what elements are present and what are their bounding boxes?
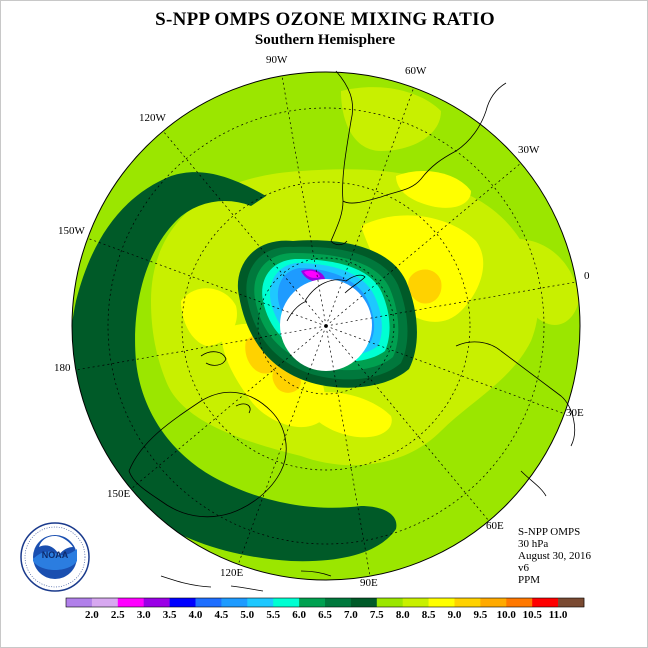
colorbar-cell	[506, 598, 533, 607]
colorbar-cell	[143, 598, 170, 607]
info-block: S-NPP OMPS 30 hPa August 30, 2016 v6 PPM	[518, 526, 591, 586]
colorbar-cell	[350, 598, 378, 607]
colorbar-cell	[376, 598, 403, 607]
colorbar-tick-label: 7.0	[344, 609, 358, 621]
field-zone-yellow	[396, 171, 471, 208]
info-units: PPM	[518, 574, 541, 586]
colorbar-frame	[65, 597, 585, 608]
colorbar-tick-label: 10.0	[497, 609, 517, 621]
field-zone-yellow-green	[341, 87, 441, 151]
field-zone-yellow	[361, 215, 484, 322]
colorbar-cell	[558, 598, 585, 607]
colorbar-tick-label: 3.0	[137, 609, 151, 621]
colorbar-tick-label: 9.0	[448, 609, 462, 621]
colorbar-labels: 2.0 2.5 3.0 3.5 4.0 4.5 5.0 5.5 6.0 6.5 7.0 7.5 8.0 8…	[85, 609, 568, 621]
lon-label-150e: 150E	[107, 488, 131, 500]
south-pole-marker	[324, 324, 328, 328]
colorbar-tick-label: 3.5	[163, 609, 177, 621]
info-instrument: S-NPP OMPS	[518, 526, 581, 538]
colorbar-tick-label: 9.5	[474, 609, 488, 621]
meridians	[75, 75, 577, 577]
colorbar-tick-label: 8.5	[422, 609, 436, 621]
colorbar-cells	[65, 597, 585, 608]
field-zone-yellow	[301, 392, 392, 438]
colorbar-cell	[169, 598, 196, 607]
lon-label-120e: 120E	[220, 567, 244, 579]
info-date: August 30, 2016	[518, 550, 592, 562]
info-version: v6	[518, 562, 529, 574]
colorbar-cell	[66, 598, 93, 607]
colorbar-tick-label: 6.0	[292, 609, 306, 621]
colorbar-tick-label: 2.5	[111, 609, 125, 621]
noaa-logo-text: NOAA	[42, 550, 69, 560]
info-level: 30 hPa	[518, 538, 549, 550]
colorbar-tick-label: 5.0	[240, 609, 254, 621]
colorbar-cell	[195, 598, 222, 607]
colorbar-tick-label: 11.0	[549, 609, 568, 621]
colorbar-tick-label: 8.0	[396, 609, 410, 621]
lon-label-60e: 60E	[486, 520, 504, 532]
colorbar-cell	[273, 598, 300, 607]
lon-label-180: 180	[54, 362, 71, 374]
colorbar-cell	[402, 598, 429, 607]
colorbar-cell	[428, 598, 455, 607]
page-title: S-NPP OMPS OZONE MIXING RATIO	[155, 9, 495, 30]
colorbar-tick-label: 2.0	[85, 609, 99, 621]
lon-label-90w: 90W	[266, 54, 288, 66]
lon-label-30e: 30E	[566, 407, 584, 419]
colorbar-cell	[532, 598, 559, 607]
colorbar-cell	[91, 598, 119, 607]
colorbar-cell	[325, 598, 352, 607]
colorbar-tick-label: 6.5	[318, 609, 332, 621]
colorbar-cell	[480, 598, 507, 607]
lon-label-120w: 120W	[139, 112, 167, 124]
lon-label-90e: 90E	[360, 577, 378, 589]
noaa-logo: NOAA	[20, 522, 90, 592]
field-zone-yellow-green	[500, 239, 579, 325]
colorbar-tick-label: 5.5	[266, 609, 280, 621]
lon-label-150w: 150W	[58, 225, 86, 237]
latitude-circles	[107, 107, 545, 545]
field-zone-dark-green	[72, 172, 397, 562]
coastlines	[128, 70, 575, 592]
colorbar-cell	[299, 598, 326, 607]
longitude-labels: 90W 60W 30W 0 30E 60E 90E 120E 150E 180 …	[54, 54, 590, 589]
colorbar-cell	[454, 598, 481, 607]
lon-label-60w: 60W	[405, 65, 427, 77]
colorbar-tick-label: 4.0	[189, 609, 203, 621]
map-border	[71, 71, 581, 581]
colorbar-tick-label: 7.5	[370, 609, 384, 621]
colorbar-cell	[247, 598, 274, 607]
field-zone-orange	[408, 269, 442, 304]
page-subtitle: Southern Hemisphere	[254, 32, 396, 48]
colorbar-cell	[221, 598, 248, 607]
colorbar-tick-label: 10.5	[523, 609, 543, 621]
lon-label-30w: 30W	[518, 144, 540, 156]
colorbar-cell	[117, 598, 144, 607]
lon-label-0: 0	[584, 270, 590, 282]
colorbar-tick-label: 4.5	[215, 609, 229, 621]
